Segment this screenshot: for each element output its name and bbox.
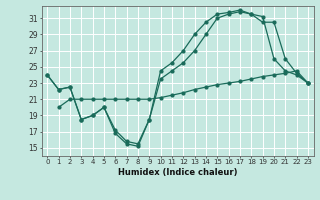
X-axis label: Humidex (Indice chaleur): Humidex (Indice chaleur) — [118, 168, 237, 177]
